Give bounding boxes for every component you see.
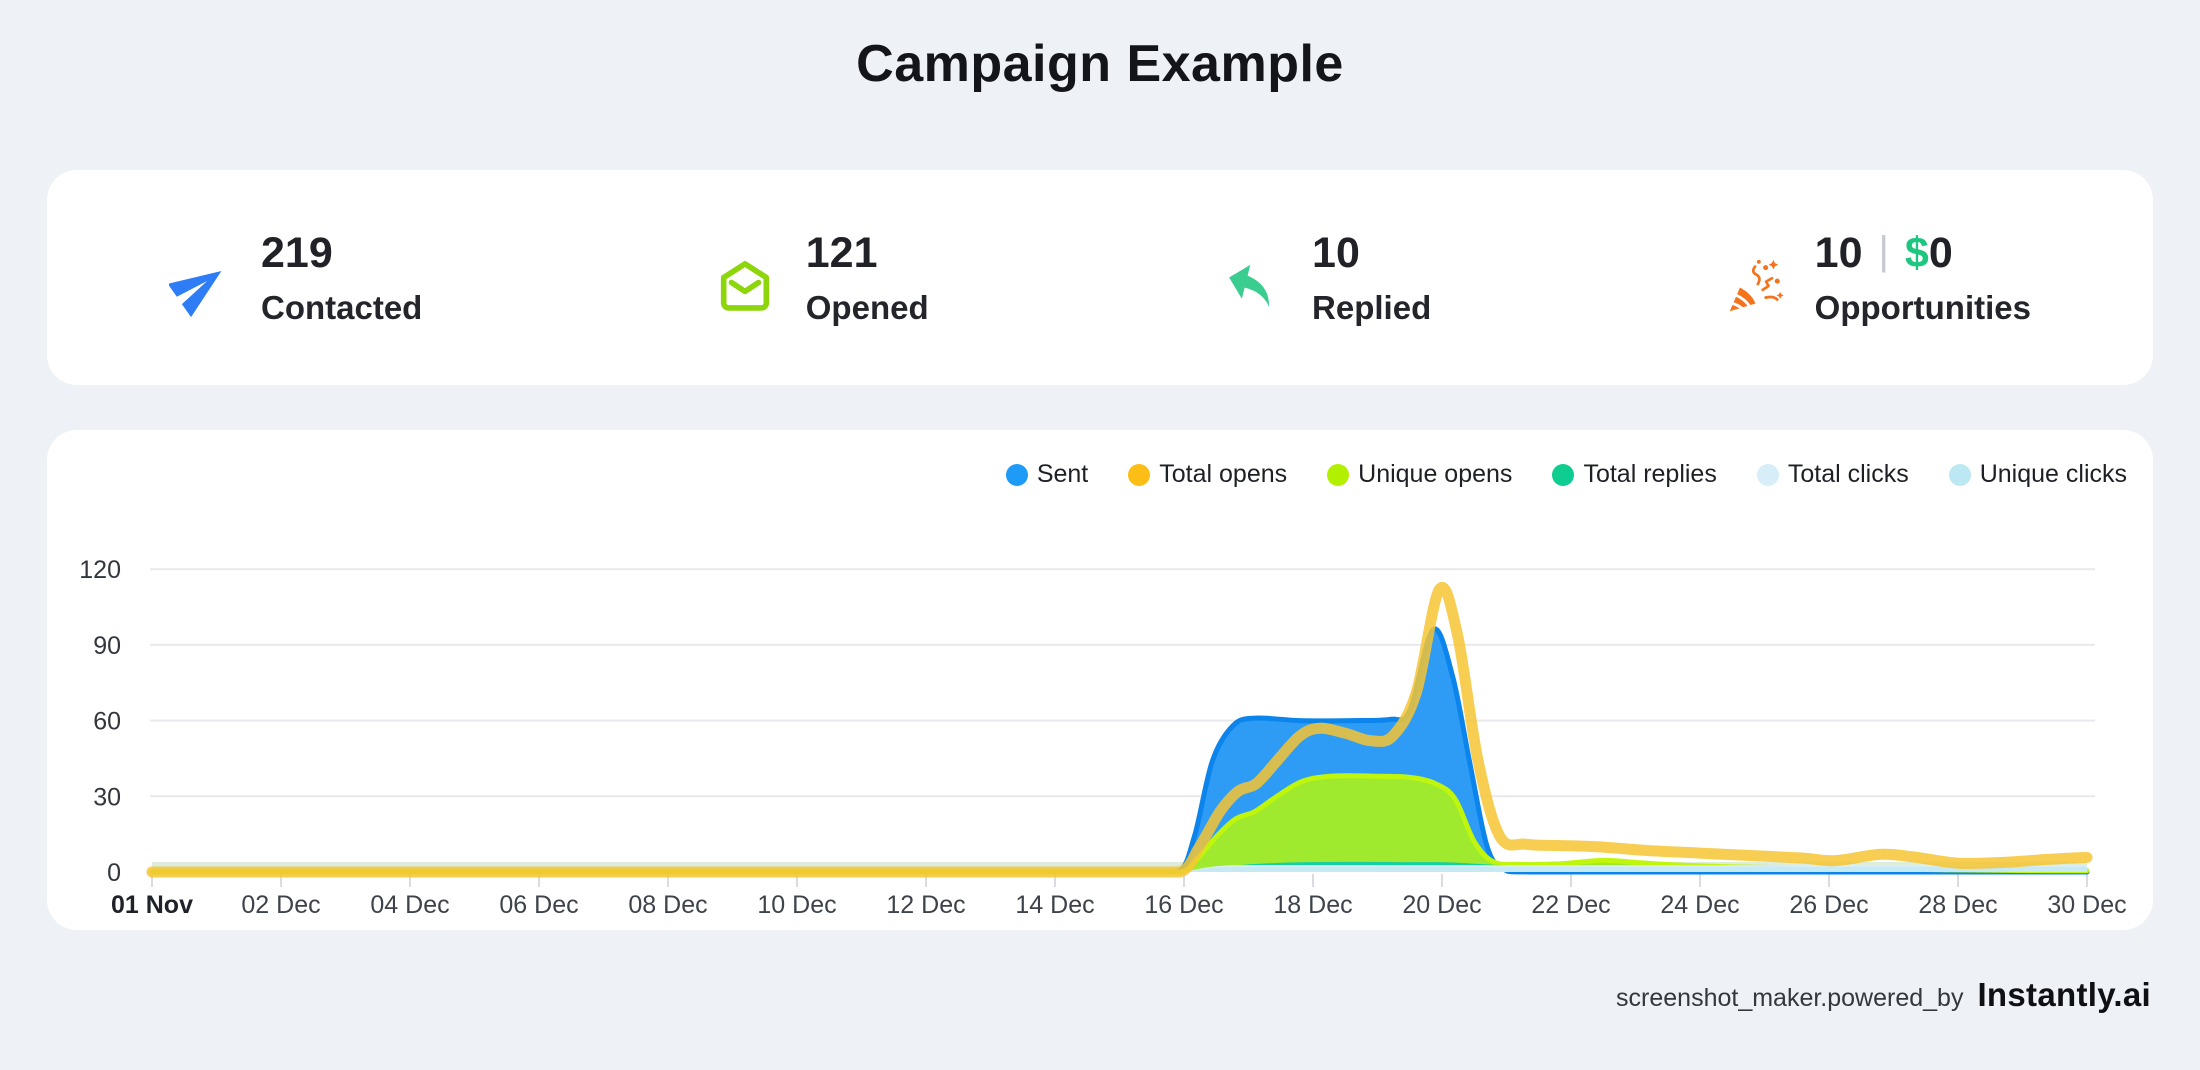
stat-label-contacted: Contacted [261,288,423,326]
x-axis-label: 14 Dec [1015,891,1094,919]
y-axis-label: 90 [93,632,121,660]
campaign-area-chart: 0 30 60 90 120 01 Nov 02 Dec 04 Dec 06 Dec 08 Dec… [79,556,2126,919]
paper-plane-icon [169,255,231,317]
stat-replied: 10 Replied [1220,228,1432,326]
stat-opened: 121 Opened [714,228,929,326]
x-axis-label: 30 Dec [2047,891,2126,919]
legend-item-sent[interactable]: Sent [1005,460,1089,489]
series-line-total-opens [146,581,2093,878]
stat-label-opened: Opened [805,288,929,326]
series-line-sent [149,626,2090,875]
y-axis-label: 120 [79,556,121,584]
stat-label-replied: Replied [1312,288,1432,326]
y-axis-label: 30 [93,783,121,811]
legend-label-sent: Sent [1036,460,1089,488]
legend-item-total-opens[interactable]: Total opens [1128,460,1287,489]
legend-label-total-replies: Total replies [1583,460,1717,488]
envelope-open-icon [714,255,776,317]
chart-legend: Sent Total opens Unique opens Total replies… [1005,460,2127,489]
x-axis-label: 28 Dec [1918,891,1997,919]
footer-powered-by-text: screenshot_maker.powered_by [1616,984,1964,1012]
stat-value-contacted: 219 [261,228,333,277]
x-axis-label: 01 Nov [111,891,193,919]
legend-dot-total-clicks [1756,463,1779,486]
x-axis-label: 20 Dec [1402,891,1481,919]
legend-item-total-clicks[interactable]: Total clicks [1756,460,1909,489]
stat-opportunities: 10 | $0 Opportunities [1723,228,2031,326]
legend-dot-unique-clicks [1948,463,1971,486]
x-axis-label: 22 Dec [1531,891,1610,919]
legend-label-total-clicks: Total clicks [1787,460,1909,488]
footer: screenshot_maker.powered_by Instantly.ai [1616,976,2151,1014]
x-axis-label: 18 Dec [1273,891,1352,919]
instantly-ai-logo[interactable]: Instantly.ai [1977,976,2151,1013]
y-axis-label: 0 [107,859,121,887]
legend-dot-total-opens [1128,463,1151,486]
legend-label-unique-opens: Unique opens [1358,460,1513,488]
stat-value-opportunities: 10 [1814,228,1863,277]
x-axis-label: 24 Dec [1660,891,1739,919]
stat-contacted: 219 Contacted [169,228,423,326]
legend-item-unique-opens[interactable]: Unique opens [1327,460,1512,489]
page-title: Campaign Example [856,35,1344,93]
amount-number: 0 [1928,228,1953,277]
x-axis-label: 04 Dec [370,891,449,919]
value-divider: | [1878,229,1889,273]
chart-card: Sent Total opens Unique opens Total replies… [47,430,2153,930]
legend-dot-sent [1005,463,1028,486]
legend-label-unique-clicks: Unique clicks [1979,460,2127,488]
legend-dot-unique-opens [1327,463,1350,486]
x-axis-label: 10 Dec [757,891,836,919]
series-area-unique-clicks [152,866,2087,872]
stat-value-replied: 10 [1312,228,1360,277]
dollar-sign: $ [1904,228,1929,277]
stat-value-opened: 121 [805,228,878,277]
stat-value-opportunities-amount: $0 [1904,228,1953,277]
party-popper-icon [1723,255,1785,317]
x-axis-label: 16 Dec [1144,891,1223,919]
x-axis-label: 26 Dec [1789,891,1868,919]
stats-card: 219 Contacted 121 Opened 10 Replied [47,170,2153,385]
x-axis-label: 06 Dec [499,891,578,919]
series-area-sent [152,629,2087,872]
y-axis-label: 60 [93,708,121,736]
stat-label-opportunities: Opportunities [1814,288,2031,326]
reply-arrow-icon [1220,255,1282,317]
x-axis-label: 02 Dec [241,891,320,919]
legend-label-total-opens: Total opens [1159,460,1288,488]
x-axis-label: 08 Dec [628,891,707,919]
legend-dot-total-replies [1552,463,1575,486]
x-axis-label: 12 Dec [886,891,965,919]
legend-item-unique-clicks[interactable]: Unique clicks [1948,460,2127,489]
legend-item-total-replies[interactable]: Total replies [1552,460,1717,489]
